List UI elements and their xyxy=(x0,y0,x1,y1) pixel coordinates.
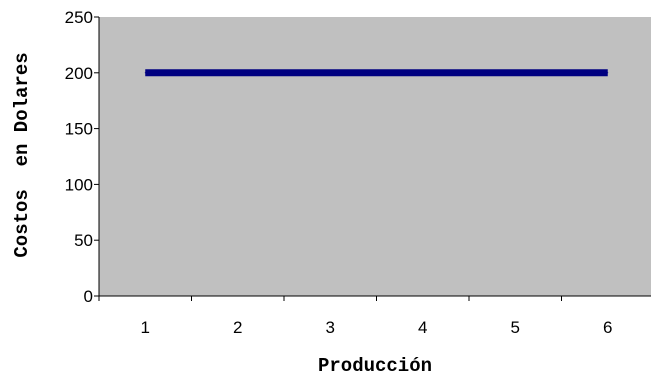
x-tick-label: 1 xyxy=(141,318,150,337)
x-tick-label: 2 xyxy=(233,318,242,337)
data-point xyxy=(144,72,146,74)
data-point xyxy=(329,72,331,74)
y-tick-label: 0 xyxy=(84,287,93,306)
x-axis-ticks: 1 2 3 4 5 6 xyxy=(98,296,612,337)
y-tick-label: 200 xyxy=(65,64,93,83)
y-tick-label: 50 xyxy=(74,231,93,250)
x-tick-label: 6 xyxy=(603,318,612,337)
x-tick-label: 3 xyxy=(326,318,335,337)
y-axis-title: Costos en Dolares xyxy=(11,52,33,257)
y-tick-label: 250 xyxy=(65,8,93,27)
data-point xyxy=(422,72,424,74)
plot-area xyxy=(99,17,651,296)
x-tick-label: 5 xyxy=(511,318,520,337)
series-layer xyxy=(144,69,609,77)
x-axis-title: Producción xyxy=(318,355,432,377)
data-point xyxy=(607,72,609,74)
data-point xyxy=(514,72,516,74)
x-tick-label: 4 xyxy=(418,318,427,337)
y-axis-ticks: 0 50 100 150 200 250 xyxy=(65,8,99,306)
y-tick-label: 150 xyxy=(65,120,93,139)
y-tick-label: 100 xyxy=(65,175,93,194)
data-point xyxy=(237,72,239,74)
